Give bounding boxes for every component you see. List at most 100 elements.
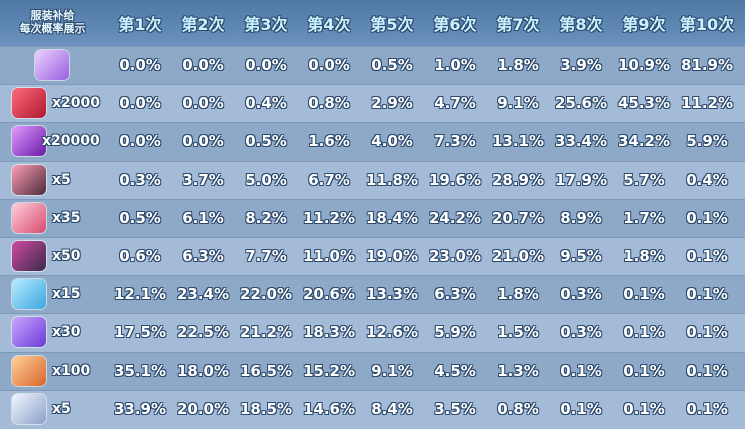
- row-band: [0, 237, 745, 277]
- probability-value: 5.0%: [245, 170, 287, 189]
- item-icon: [12, 164, 46, 195]
- probability-value: 20.7%: [491, 208, 545, 227]
- probability-value: 33.9%: [113, 399, 167, 418]
- probability-value: 0.0%: [308, 56, 350, 75]
- probability-value: 11.2%: [680, 94, 734, 113]
- column-header: 第7次: [496, 15, 540, 34]
- probability-value: 0.0%: [119, 56, 161, 75]
- probability-value: 0.3%: [560, 323, 602, 342]
- probability-value: 0.4%: [686, 170, 728, 189]
- header-row: [0, 0, 745, 46]
- item-quantity: x15: [52, 286, 81, 303]
- row-band: [0, 198, 745, 238]
- probability-value: 1.7%: [623, 208, 665, 227]
- probability-value: 21.2%: [239, 323, 293, 342]
- item-quantity: x5: [52, 400, 71, 417]
- probability-value: 22.5%: [176, 323, 230, 342]
- probability-value: 34.2%: [617, 132, 671, 151]
- probability-value: 0.0%: [119, 94, 161, 113]
- item-icon: [12, 126, 46, 157]
- probability-value: 0.1%: [686, 285, 728, 304]
- column-header: 第9次: [622, 15, 666, 34]
- probability-value: 0.0%: [245, 56, 287, 75]
- probability-value: 24.2%: [428, 208, 482, 227]
- item-icon: [12, 202, 46, 233]
- column-header: 第1次: [118, 15, 162, 34]
- probability-value: 23.4%: [176, 285, 230, 304]
- probability-value: 0.6%: [119, 247, 161, 266]
- probability-value: 7.3%: [434, 132, 476, 151]
- probability-value: 4.5%: [434, 361, 476, 380]
- probability-value: 13.1%: [491, 132, 545, 151]
- probability-value: 4.0%: [371, 132, 413, 151]
- probability-value: 20.6%: [302, 285, 356, 304]
- probability-value: 17.5%: [113, 323, 167, 342]
- probability-value: 81.9%: [680, 56, 734, 75]
- row-band: [0, 275, 745, 315]
- probability-value: 0.1%: [560, 399, 602, 418]
- probability-value: 4.7%: [434, 94, 476, 113]
- probability-value: 2.9%: [371, 94, 413, 113]
- probability-value: 0.1%: [623, 285, 665, 304]
- probability-value: 12.6%: [365, 323, 419, 342]
- item-icon: [12, 241, 46, 271]
- probability-value: 0.1%: [560, 361, 602, 380]
- probability-value: 3.5%: [434, 399, 476, 418]
- probability-value: 14.6%: [302, 399, 356, 418]
- corner-line: 每次概率展示: [19, 22, 86, 35]
- probability-value: 28.9%: [491, 170, 545, 189]
- probability-value: 0.1%: [686, 247, 728, 266]
- probability-value: 0.8%: [308, 94, 350, 113]
- probability-value: 9.1%: [497, 94, 539, 113]
- column-header: 第4次: [307, 15, 351, 34]
- probability-value: 1.3%: [497, 361, 539, 380]
- probability-value: 16.5%: [239, 361, 293, 380]
- probability-value: 5.9%: [686, 132, 728, 151]
- probability-value: 23.0%: [428, 247, 482, 266]
- probability-value: 10.9%: [617, 56, 671, 75]
- probability-value: 20.0%: [176, 399, 230, 418]
- probability-value: 0.0%: [182, 56, 224, 75]
- probability-value: 8.4%: [371, 399, 413, 418]
- probability-value: 0.1%: [686, 323, 728, 342]
- probability-value: 0.0%: [119, 132, 161, 151]
- probability-value: 1.8%: [623, 247, 665, 266]
- probability-value: 12.1%: [113, 285, 167, 304]
- item-quantity: x20000: [42, 133, 100, 150]
- probability-value: 1.8%: [497, 285, 539, 304]
- probability-value: 0.1%: [623, 323, 665, 342]
- probability-value: 1.5%: [497, 323, 539, 342]
- probability-value: 13.3%: [365, 285, 419, 304]
- probability-value: 17.9%: [554, 170, 608, 189]
- item-icon: [35, 50, 69, 80]
- probability-value: 11.8%: [365, 170, 419, 189]
- probability-value: 0.1%: [686, 399, 728, 418]
- probability-value: 35.1%: [113, 361, 167, 380]
- probability-value: 18.5%: [239, 399, 293, 418]
- probability-value: 18.3%: [302, 323, 356, 342]
- probability-value: 8.2%: [245, 208, 287, 227]
- probability-value: 8.9%: [560, 208, 602, 227]
- item-icon: [12, 393, 46, 424]
- row-band: [0, 84, 745, 124]
- column-header: 第10次: [679, 15, 735, 34]
- probability-value: 6.3%: [182, 247, 224, 266]
- item-icon: [12, 279, 46, 310]
- probability-value: 0.4%: [245, 94, 287, 113]
- row-band: [0, 389, 745, 429]
- probability-value: 9.5%: [560, 247, 602, 266]
- item-quantity: x5: [52, 171, 71, 188]
- probability-value: 0.5%: [245, 132, 287, 151]
- column-header: 第6次: [433, 15, 477, 34]
- item-icon: [12, 88, 46, 119]
- column-header: 第5次: [370, 15, 414, 34]
- probability-value: 19.0%: [365, 247, 419, 266]
- column-header: 第3次: [244, 15, 288, 34]
- probability-value: 1.6%: [308, 132, 350, 151]
- probability-value: 0.3%: [119, 170, 161, 189]
- column-header: 第2次: [181, 15, 225, 34]
- item-quantity: x50: [52, 248, 81, 265]
- probability-value: 0.0%: [182, 94, 224, 113]
- item-quantity: x30: [52, 324, 81, 341]
- probability-value: 21.0%: [491, 247, 545, 266]
